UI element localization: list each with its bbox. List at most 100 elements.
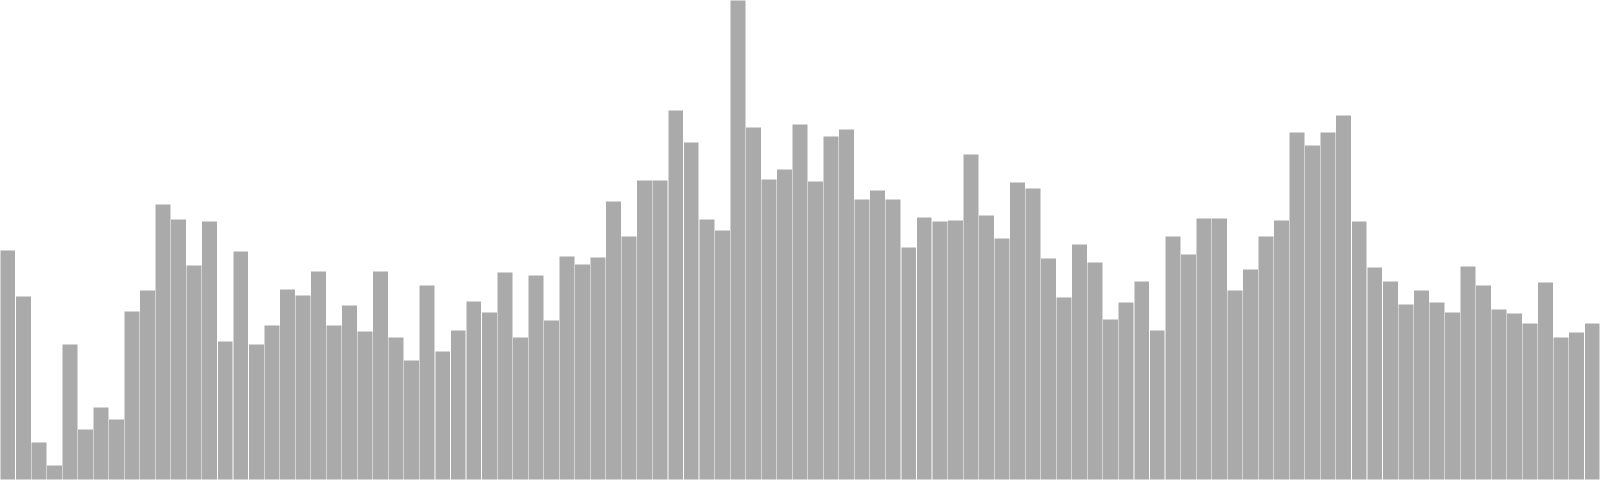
bar bbox=[403, 359, 420, 480]
bar bbox=[388, 336, 405, 480]
bar bbox=[481, 311, 498, 480]
bar bbox=[916, 216, 933, 480]
bar bbox=[1180, 253, 1197, 480]
bar bbox=[1195, 217, 1212, 480]
bar bbox=[854, 198, 871, 480]
bar bbox=[1087, 261, 1104, 480]
bar bbox=[1397, 303, 1414, 480]
bar bbox=[0, 249, 16, 480]
bar bbox=[931, 220, 948, 480]
bar bbox=[1164, 235, 1181, 480]
bar bbox=[108, 418, 125, 480]
bar bbox=[15, 295, 32, 480]
bar bbox=[1382, 280, 1399, 480]
bar bbox=[419, 284, 436, 480]
bar bbox=[450, 329, 467, 480]
bar bbox=[993, 237, 1010, 480]
bar bbox=[92, 406, 110, 480]
bar bbox=[201, 220, 218, 480]
bar bbox=[496, 271, 513, 480]
bar bbox=[543, 319, 560, 480]
bar bbox=[1537, 281, 1554, 480]
bar bbox=[77, 428, 94, 480]
bar bbox=[372, 270, 389, 480]
bar bbox=[900, 246, 917, 480]
bar bbox=[527, 274, 544, 480]
bar bbox=[574, 263, 591, 480]
bar bbox=[1056, 296, 1073, 480]
bar bbox=[1459, 265, 1477, 480]
bar bbox=[341, 304, 358, 480]
bar bbox=[807, 180, 824, 480]
bar bbox=[714, 229, 731, 480]
bar bbox=[1351, 220, 1368, 480]
bar bbox=[325, 324, 343, 480]
bar bbox=[1490, 308, 1508, 480]
bar bbox=[356, 330, 374, 480]
bar bbox=[310, 270, 327, 480]
bar bbox=[947, 219, 964, 480]
bar bbox=[139, 289, 156, 480]
bar bbox=[1522, 322, 1539, 480]
bar bbox=[1133, 280, 1150, 480]
bar bbox=[434, 350, 451, 480]
bar bbox=[248, 343, 265, 480]
bar bbox=[776, 168, 793, 480]
bar bbox=[465, 300, 482, 480]
bar bbox=[61, 343, 78, 480]
bar bbox=[1568, 331, 1585, 480]
bar bbox=[558, 255, 576, 480]
bar bbox=[636, 179, 653, 480]
bar bbox=[589, 256, 607, 480]
bar bbox=[170, 218, 187, 480]
bar bbox=[1273, 219, 1290, 480]
bar bbox=[1242, 268, 1259, 480]
bar bbox=[1335, 114, 1352, 480]
bar bbox=[1584, 322, 1600, 480]
bar bbox=[217, 340, 234, 480]
bar bbox=[1444, 311, 1461, 480]
bar bbox=[30, 441, 47, 480]
bar bbox=[1040, 257, 1057, 480]
bar bbox=[760, 178, 777, 480]
bar bbox=[605, 200, 622, 480]
bar bbox=[1366, 266, 1383, 480]
bar bbox=[729, 0, 746, 480]
bar bbox=[1553, 336, 1570, 480]
bar bbox=[1506, 312, 1523, 480]
bar bbox=[232, 250, 249, 480]
bar bbox=[1226, 289, 1244, 480]
bar bbox=[962, 153, 979, 480]
bar bbox=[155, 203, 172, 480]
bar bbox=[621, 235, 638, 480]
bar bbox=[838, 128, 855, 480]
bar bbox=[745, 126, 762, 480]
bar bbox=[822, 135, 840, 480]
bar bbox=[1024, 187, 1042, 480]
bar bbox=[683, 141, 700, 480]
bar bbox=[1211, 217, 1228, 480]
bar bbox=[885, 198, 902, 480]
bar bbox=[186, 264, 203, 480]
bar bbox=[279, 288, 296, 480]
bar bbox=[1071, 243, 1088, 480]
bar bbox=[667, 109, 684, 480]
bar bbox=[1149, 329, 1166, 480]
bar bbox=[123, 310, 141, 480]
bar bbox=[791, 123, 809, 480]
bar bbox=[1257, 235, 1275, 480]
bar bbox=[1320, 131, 1337, 480]
bar bbox=[1413, 289, 1430, 480]
bar bbox=[1118, 301, 1135, 480]
bar bbox=[1102, 318, 1119, 480]
bar bbox=[263, 324, 280, 480]
bar bbox=[1428, 301, 1445, 480]
bar bbox=[652, 179, 669, 480]
bar bbox=[1009, 181, 1026, 480]
bar bbox=[1289, 131, 1306, 480]
bar bbox=[46, 464, 63, 480]
bar bbox=[869, 189, 886, 480]
